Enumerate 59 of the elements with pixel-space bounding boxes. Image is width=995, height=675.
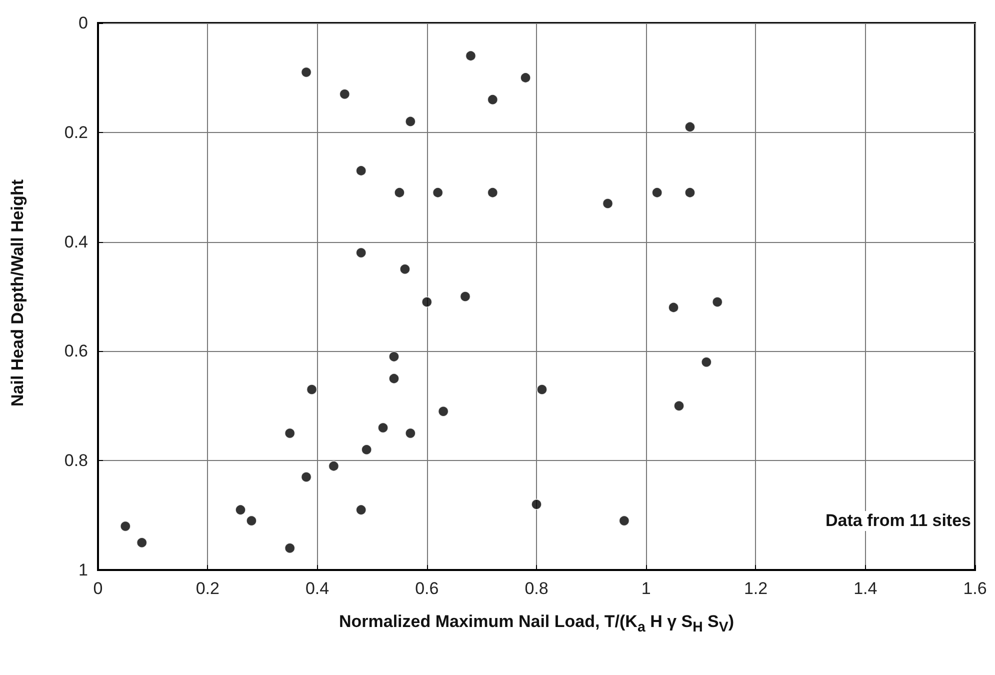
point <box>531 498 542 510</box>
point <box>465 50 476 62</box>
x-tick-label: 0.2 <box>196 579 220 598</box>
point <box>339 88 350 100</box>
point <box>300 472 312 482</box>
point <box>421 296 432 308</box>
point <box>520 72 531 84</box>
x-tick-label: 1.6 <box>963 579 987 598</box>
point <box>400 264 410 275</box>
point <box>432 187 444 198</box>
point <box>328 460 340 472</box>
x-axis-title: Normalized Maximum Nail Load, T/(K$_{a}$ H γ S$_{H}$ S$_{V}$) <box>338 612 736 636</box>
point <box>388 373 400 384</box>
x-tick-label: 0 <box>93 579 103 598</box>
point <box>405 428 416 439</box>
point <box>652 187 662 198</box>
point <box>356 247 366 258</box>
annotation: Data from 11 sites <box>825 511 971 531</box>
point <box>356 504 366 516</box>
point <box>246 515 257 526</box>
x-tick-label: 0.6 <box>415 579 439 598</box>
y-tick-label: 0.2 <box>64 122 88 142</box>
x-tick-label: 1 <box>641 579 651 598</box>
point <box>602 198 614 209</box>
x-tick-label: 1.2 <box>744 579 768 598</box>
point <box>306 384 318 395</box>
point <box>536 384 548 395</box>
point <box>684 187 696 198</box>
y-tick-label: 1 <box>78 560 88 580</box>
point <box>388 351 400 362</box>
point <box>460 291 471 302</box>
point <box>487 94 498 105</box>
point <box>361 444 372 456</box>
point <box>712 296 723 308</box>
y-tick-label: 0 <box>78 14 88 32</box>
point <box>701 356 712 368</box>
point <box>235 504 246 516</box>
x-tick-label: 1.4 <box>854 579 878 598</box>
point <box>487 187 498 198</box>
point <box>618 515 630 526</box>
point <box>378 422 388 434</box>
x-tick-label: 0.4 <box>305 579 330 598</box>
point <box>684 122 696 132</box>
y-tick-label: 0.8 <box>64 451 88 470</box>
point <box>405 116 416 127</box>
x-tick-label: 0.8 <box>524 579 548 598</box>
point <box>438 406 449 417</box>
point <box>300 66 312 78</box>
y-axis-title: Nail Head Depth/Wall Height <box>8 178 28 409</box>
y-tick-label: 0.4 <box>64 232 88 252</box>
point <box>120 520 131 532</box>
point <box>394 187 405 198</box>
point <box>284 428 296 439</box>
point <box>668 302 679 313</box>
point <box>356 165 366 176</box>
y-tick-label: 0.6 <box>64 342 88 361</box>
point <box>674 400 684 412</box>
point <box>136 537 148 548</box>
point <box>284 542 296 554</box>
